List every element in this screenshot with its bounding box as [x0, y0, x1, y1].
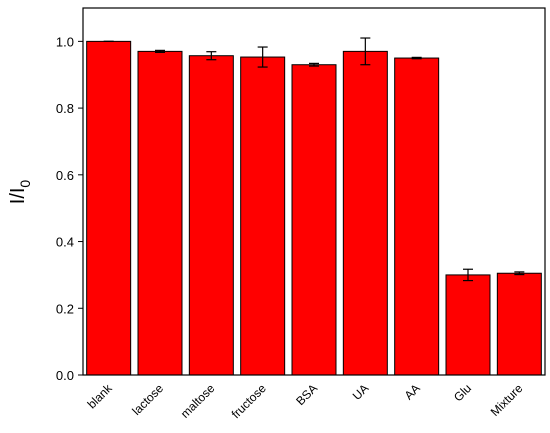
y-tick-label: 0.8 [56, 101, 74, 116]
x-tick-label: blank [85, 381, 116, 412]
bar [291, 64, 337, 376]
x-tick-label: Glu [451, 381, 474, 404]
plot-frame [82, 7, 546, 376]
y-tick-label: 0.4 [56, 235, 74, 250]
x-tick-label: AA [402, 381, 423, 402]
y-tick-label: 0.2 [56, 301, 74, 316]
bar [137, 50, 183, 376]
error-bar [257, 46, 268, 68]
bar [496, 272, 542, 376]
x-tick-label: lactose [129, 381, 166, 418]
bar [240, 56, 286, 376]
error-bar [514, 271, 525, 276]
error-bar [463, 268, 473, 282]
y-label-main: I/I [7, 188, 29, 205]
y-axis-label: I/I0 [7, 180, 33, 205]
bar [394, 57, 440, 376]
bar [342, 50, 388, 376]
x-tick-label: Mixture [488, 381, 526, 419]
error-bar [360, 37, 371, 66]
bar [188, 55, 234, 376]
y-tick-label: 1.0 [56, 34, 74, 49]
x-tick-label: BSA [293, 381, 320, 408]
error-bar [309, 62, 319, 67]
bar [445, 274, 491, 376]
error-bar [411, 56, 422, 60]
x-tick-label: fructose [229, 381, 269, 421]
error-bar [206, 51, 217, 61]
y-tick-label: 0.0 [56, 368, 74, 383]
x-tick-label: maltose [178, 381, 218, 421]
y-label-subscript: 0 [17, 180, 33, 188]
error-bar [155, 49, 165, 53]
y-tick-label: 0.6 [56, 168, 74, 183]
x-tick-label: UA [350, 381, 372, 403]
bar [86, 40, 132, 376]
